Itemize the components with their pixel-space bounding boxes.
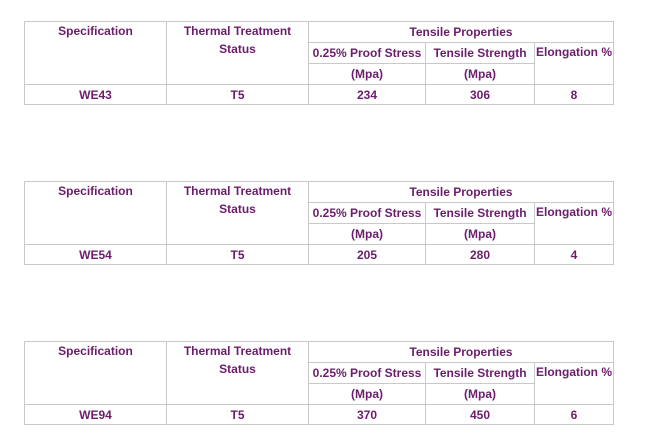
tensile-properties-header: Tensile Properties	[308, 341, 614, 363]
elongation-header: Elongation %	[534, 42, 614, 85]
tensile-strength-cell: 306	[425, 84, 535, 105]
tensile-strength-cell: 450	[425, 404, 535, 425]
tensile-strength-header: Tensile Strength	[425, 42, 535, 64]
proof-stress-cell: 370	[308, 404, 426, 425]
thermal-status-cell: T5	[166, 244, 309, 265]
table-row: WE43 T5 234 306 8	[24, 84, 614, 105]
proof-stress-unit: (Mpa)	[308, 223, 426, 245]
tensile-strength-unit: (Mpa)	[425, 383, 535, 405]
tensile-properties-header: Tensile Properties	[308, 181, 614, 203]
tensile-strength-header: Tensile Strength	[425, 202, 535, 224]
thermal-treatment-header: Thermal Treatment Status	[166, 21, 309, 85]
table-row: WE54 T5 205 280 4	[24, 244, 614, 265]
alloy-spec-table-we43: Specification Thermal Treatment Status Te…	[24, 21, 614, 105]
tensile-properties-header: Tensile Properties	[308, 21, 614, 43]
tensile-strength-unit: (Mpa)	[425, 63, 535, 85]
thermal-status-cell: T5	[166, 84, 309, 105]
proof-stress-header: 0.25% Proof Stress	[308, 362, 426, 384]
specification-header: Specification	[24, 181, 167, 245]
elongation-header: Elongation %	[534, 362, 614, 405]
proof-stress-cell: 205	[308, 244, 426, 265]
elongation-cell: 8	[534, 84, 614, 105]
specification-header: Specification	[24, 21, 167, 85]
tensile-strength-cell: 280	[425, 244, 535, 265]
specification-cell: WE43	[24, 84, 167, 105]
thermal-status-cell: T5	[166, 404, 309, 425]
alloy-spec-table-we94: Specification Thermal Treatment Status Te…	[24, 341, 614, 425]
table-row: WE94 T5 370 450 6	[24, 404, 614, 425]
proof-stress-unit: (Mpa)	[308, 63, 426, 85]
specification-cell: WE94	[24, 404, 167, 425]
proof-stress-cell: 234	[308, 84, 426, 105]
specification-cell: WE54	[24, 244, 167, 265]
elongation-header: Elongation %	[534, 202, 614, 245]
thermal-treatment-header: Thermal Treatment Status	[166, 341, 309, 405]
proof-stress-unit: (Mpa)	[308, 383, 426, 405]
tensile-strength-unit: (Mpa)	[425, 223, 535, 245]
alloy-spec-table-we54: Specification Thermal Treatment Status Te…	[24, 181, 614, 265]
proof-stress-header: 0.25% Proof Stress	[308, 202, 426, 224]
thermal-treatment-header: Thermal Treatment Status	[166, 181, 309, 245]
tensile-strength-header: Tensile Strength	[425, 362, 535, 384]
elongation-cell: 6	[534, 404, 614, 425]
elongation-cell: 4	[534, 244, 614, 265]
specification-header: Specification	[24, 341, 167, 405]
proof-stress-header: 0.25% Proof Stress	[308, 42, 426, 64]
